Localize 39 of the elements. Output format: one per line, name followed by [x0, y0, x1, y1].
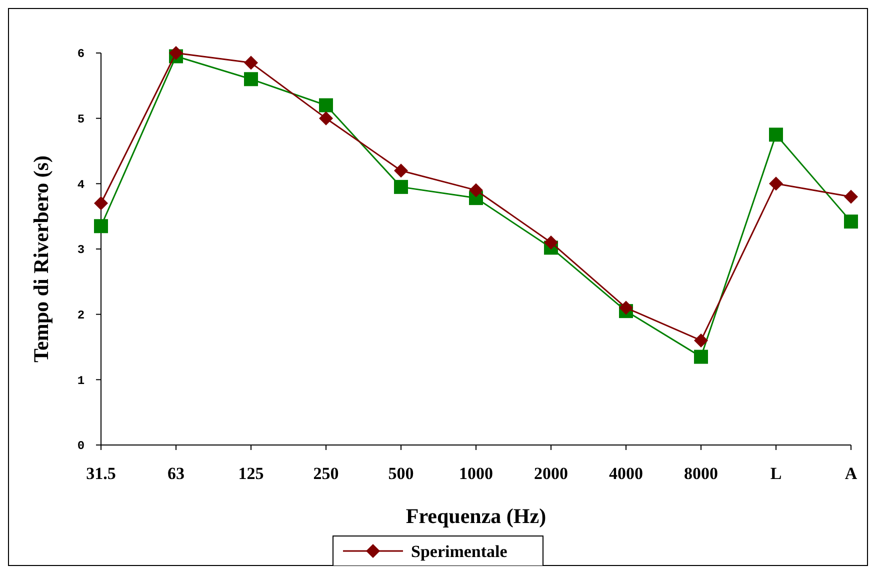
x-tick-label: 125 — [238, 464, 264, 483]
point — [169, 46, 183, 60]
point — [394, 180, 408, 194]
y-tick-label: 3 — [77, 243, 85, 258]
x-tick-label: 1000 — [459, 464, 493, 483]
point — [694, 333, 708, 348]
x-tick-label: 500 — [388, 464, 414, 483]
y-tick-label: 4 — [77, 178, 85, 192]
point — [244, 72, 258, 86]
point — [394, 164, 408, 178]
y-axis-title: Tempo di Riverbero (s) — [29, 155, 53, 363]
point — [544, 235, 558, 250]
legend-label: Sperimentale — [411, 542, 508, 561]
x-tick-label: 2000 — [534, 464, 568, 483]
y-tick-label: 5 — [77, 112, 85, 127]
x-tick-label: A — [844, 464, 858, 483]
point — [694, 350, 708, 364]
point — [319, 98, 333, 112]
x-tick-label: 31.5 — [86, 464, 116, 483]
point — [619, 300, 633, 315]
point — [244, 56, 258, 70]
x-tick-label: L — [770, 464, 782, 483]
point — [769, 176, 783, 191]
point — [769, 128, 783, 142]
point — [844, 190, 858, 204]
x-tick-label: 8000 — [684, 464, 718, 483]
point — [94, 219, 108, 234]
point — [469, 183, 483, 198]
x-tick-label: 63 — [168, 464, 184, 483]
point — [844, 214, 858, 229]
x-tick-label: 250 — [313, 464, 339, 483]
y-tick-label: 6 — [77, 47, 85, 62]
y-tick-label: 0 — [77, 439, 85, 454]
y-tick-label: 1 — [77, 374, 85, 388]
point — [319, 111, 333, 126]
x-tick-label: 4000 — [609, 464, 643, 483]
x-axis-title: Frequenza (Hz) — [406, 504, 546, 528]
y-tick-label: 2 — [77, 308, 85, 323]
point — [94, 196, 108, 210]
